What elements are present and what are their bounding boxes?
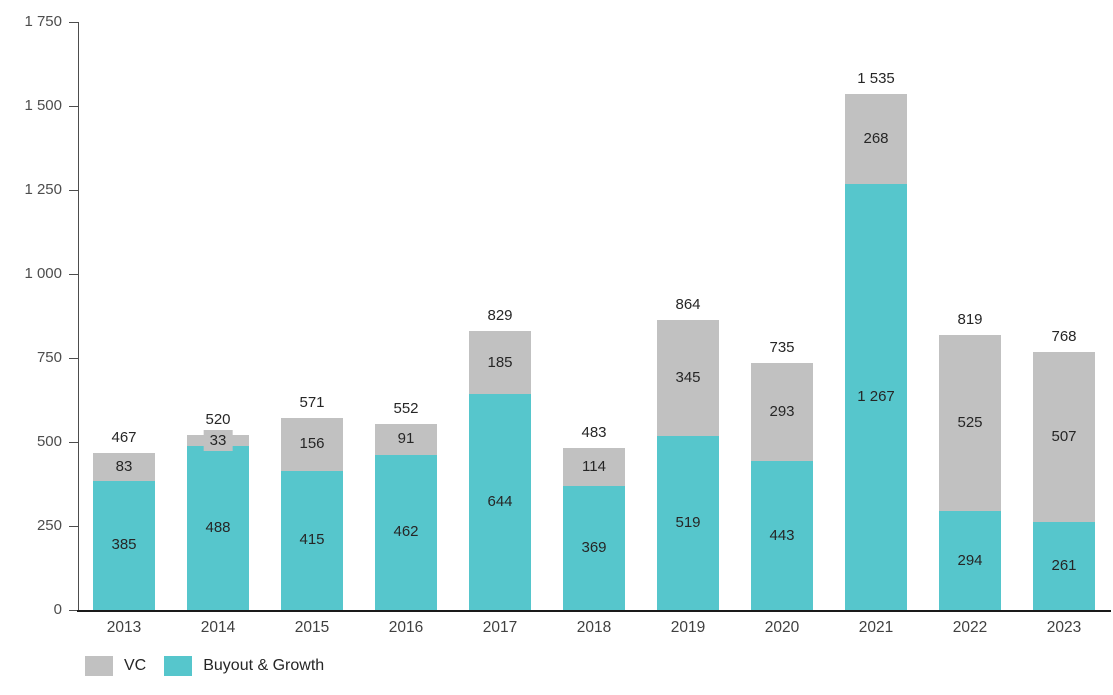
legend-label-vc: VC	[124, 657, 147, 674]
y-axis-label: 1 000	[24, 265, 62, 282]
x-axis-label: 2021	[858, 619, 894, 636]
x-axis-label: 2020	[764, 619, 800, 636]
y-axis-label: 1 750	[24, 13, 62, 30]
y-axis-label: 750	[36, 349, 62, 366]
bar-segment-buyout-growth	[845, 184, 907, 610]
bar-segment-buyout-growth	[657, 435, 719, 610]
bar-segment-label: 185	[487, 353, 513, 371]
bar-segment-label: 156	[299, 435, 325, 453]
x-axis-label: 2022	[952, 619, 988, 636]
x-axis-label: 2018	[576, 619, 612, 636]
bar-segment-label: 415	[299, 531, 325, 549]
bar-segment-label: 644	[487, 492, 513, 510]
x-axis-line	[77, 610, 1111, 612]
legend-swatch-buyout-growth-icon	[164, 656, 193, 676]
y-axis-tick	[69, 22, 78, 23]
bar-segment-label: 1 267	[857, 388, 895, 406]
bar-segment-vc	[469, 331, 531, 394]
bar-segment-label: 369	[581, 539, 607, 556]
bar-segment-label: 385	[111, 536, 137, 554]
bar-segment-label: 294	[957, 551, 983, 569]
bar-total-label: 571	[299, 394, 325, 412]
bar-segment-buyout-growth	[375, 454, 437, 610]
bar-segment-label: 519	[675, 513, 701, 531]
x-axis-label: 2016	[388, 619, 424, 636]
x-axis-label: 2015	[294, 619, 330, 636]
bar-segment-vc	[281, 418, 343, 471]
bar-segment-label: 443	[769, 526, 795, 544]
bar-total-label: 819	[957, 310, 983, 328]
bar-total-label: 1 535	[857, 70, 895, 88]
bar-segment-label: 462	[393, 523, 419, 541]
x-axis-label: 2013	[106, 619, 142, 636]
y-axis-tick	[69, 190, 78, 191]
x-axis-label: 2023	[1046, 619, 1082, 636]
x-axis-label: 2019	[670, 619, 706, 636]
bar-segment-vc	[93, 452, 155, 481]
bar-segment-label: 83	[115, 457, 133, 475]
bar-total-label: 467	[111, 428, 137, 446]
y-axis-tick	[69, 274, 78, 275]
bar-total-label: 768	[1051, 327, 1077, 345]
y-axis-label: 250	[36, 517, 62, 534]
bar-segment-buyout-growth	[469, 393, 531, 610]
bar-total-label: 483	[581, 423, 607, 441]
bar-segment-buyout-growth	[939, 511, 1001, 610]
bar-segment-label: 507	[1051, 428, 1077, 446]
y-axis-line	[78, 22, 79, 610]
x-axis-label: 2017	[482, 619, 518, 636]
y-axis-label: 500	[36, 433, 62, 450]
bar-segment-label: 525	[957, 414, 983, 432]
bar-segment-label: 114	[582, 457, 606, 475]
bar-segment-vc	[845, 94, 907, 185]
y-axis-label: 1 250	[24, 181, 62, 198]
bar-segment-vc	[375, 424, 437, 455]
bar-segment-label: 345	[675, 368, 701, 386]
bar-segment-buyout-growth	[1033, 522, 1095, 610]
bar-segment-vc	[751, 362, 813, 462]
bar-segment-label: 261	[1051, 557, 1077, 575]
bar-segment-buyout-growth	[563, 486, 625, 610]
y-axis-tick	[69, 526, 78, 527]
bar-segment-vc	[1033, 351, 1095, 523]
legend-item-buyout-growth: Buyout & Growth	[164, 656, 324, 676]
bar-total-label: 520	[205, 410, 231, 428]
bar-total-label: 552	[393, 400, 419, 418]
y-axis-label: 0	[53, 601, 62, 618]
bar-segment-vc	[563, 447, 625, 486]
y-axis-tick	[69, 442, 78, 443]
bar-segment-buyout-growth	[93, 480, 155, 610]
bar-segment-label: 293	[769, 402, 795, 420]
legend: VC Buyout & Growth	[85, 656, 324, 676]
bar-segment-label: 488	[205, 519, 231, 537]
y-axis-tick	[69, 106, 78, 107]
bar-segment-vc	[939, 334, 1001, 512]
y-axis-tick	[69, 610, 78, 611]
bar-segment-label: 33	[203, 429, 233, 451]
legend-item-vc: VC	[85, 656, 146, 676]
bar-segment-label: 268	[863, 130, 889, 148]
bar-segment-buyout-growth	[281, 470, 343, 610]
bar-total-label: 829	[487, 307, 513, 325]
bar-segment-buyout-growth	[751, 461, 813, 610]
bar-total-label: 735	[769, 338, 795, 356]
y-axis-tick	[69, 358, 78, 359]
bar-total-label: 864	[675, 295, 701, 313]
y-axis-label: 1 500	[24, 97, 62, 114]
bar-segment-buyout-growth	[187, 446, 249, 610]
bar-segment-vc	[657, 319, 719, 436]
x-axis-label: 2014	[200, 619, 236, 636]
legend-swatch-vc-icon	[85, 656, 113, 676]
bar-segment-label: 91	[397, 430, 415, 448]
legend-label-buyout-growth: Buyout & Growth	[203, 657, 325, 674]
